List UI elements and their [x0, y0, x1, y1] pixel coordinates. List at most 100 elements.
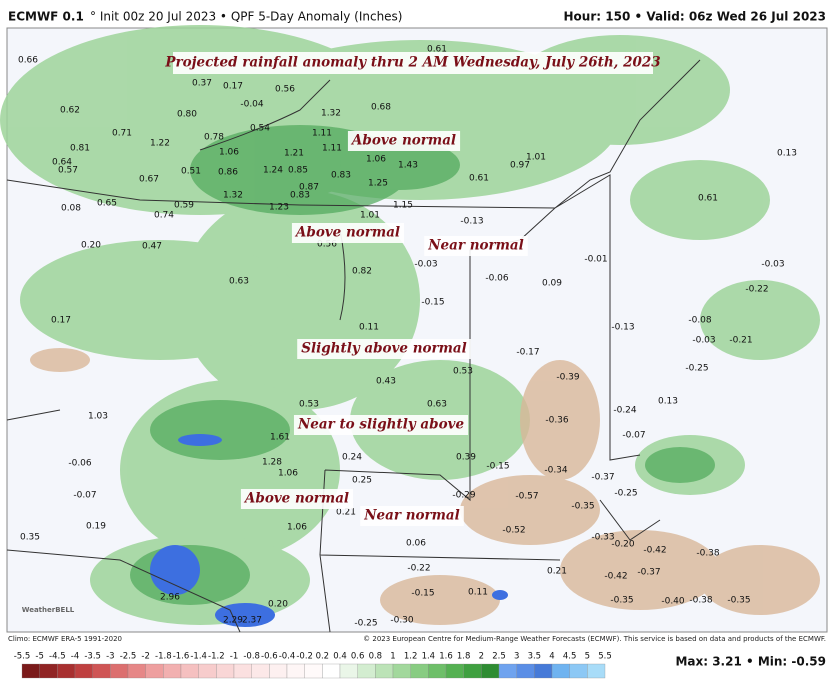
map-value: -0.33	[591, 533, 614, 543]
map-value: -0.25	[614, 489, 637, 499]
map-value: 1.11	[312, 129, 332, 139]
colorbar-label: -0.2	[296, 652, 313, 662]
colorbar-label: 0.4	[333, 652, 347, 662]
header-details: ° Init 00z 20 Jul 2023 • QPF 5-Day Anoma…	[90, 10, 403, 24]
colorbar-swatch	[216, 663, 235, 679]
map-value: -0.22	[745, 285, 768, 295]
colorbar-swatch	[39, 663, 58, 679]
map-value: 1.24	[263, 166, 283, 176]
map-value: 0.11	[359, 323, 379, 333]
map-value: 0.61	[469, 174, 489, 184]
map-value: 0.68	[371, 103, 391, 113]
map-value: -0.42	[604, 572, 627, 582]
colorbar-label: -0.8	[243, 652, 260, 662]
colorbar-label: 4.5	[563, 652, 577, 662]
map-value: 0.74	[154, 211, 174, 221]
colorbar-swatch	[198, 663, 217, 679]
map-value: 1.06	[278, 469, 298, 479]
colorbar-swatch	[481, 663, 500, 679]
map-value: 0.86	[218, 168, 238, 178]
colorbar-swatch	[21, 663, 40, 679]
colorbar-label: 5.5	[598, 652, 612, 662]
colorbar-swatch	[587, 663, 606, 679]
annotation: Near normal	[427, 238, 524, 254]
map-value: -0.37	[637, 568, 660, 578]
map-value: 0.82	[352, 267, 372, 277]
colorbar-label: 2.5	[492, 652, 506, 662]
map-value: -0.21	[729, 336, 752, 346]
annotation: Slightly above normal	[301, 341, 467, 357]
map-value: -0.17	[516, 348, 539, 358]
colorbar-label: 0.2	[316, 652, 330, 662]
map-value: -0.39	[556, 373, 580, 383]
map-value: 0.66	[18, 56, 38, 66]
map-values: 0.66 0.37 0.17 -0.04 0.56 0.62 0.80 0.71 0.54 1.3…	[18, 45, 797, 629]
map-value: 0.97	[510, 161, 530, 171]
map-value: 0.87	[299, 183, 319, 193]
map-value: 1.01	[526, 153, 546, 163]
map-value: -0.25	[354, 619, 377, 629]
map-value: 0.53	[453, 367, 473, 377]
map-value: 0.56	[275, 85, 295, 95]
colorbar-label: -1	[230, 652, 238, 662]
colorbar-label: 4	[549, 652, 554, 662]
map-value: 1.15	[393, 201, 413, 211]
map-value: 0.81	[70, 144, 90, 154]
map-value: 2.37	[242, 616, 262, 626]
map-value: -0.35	[571, 502, 594, 512]
map-value: -0.03	[414, 260, 437, 270]
climo: Climo: ECMWF ERA-5 1991-2020	[8, 635, 122, 643]
map-value: 1.32	[223, 191, 243, 201]
map-value: -0.15	[421, 298, 444, 308]
map-value: 0.43	[376, 377, 396, 387]
map-value: 0.13	[777, 149, 797, 159]
colorbar-swatch	[339, 663, 358, 679]
annotation-box	[291, 223, 405, 243]
map-value: -0.08	[688, 316, 712, 326]
colorbar-label: -4.5	[49, 652, 66, 662]
map-value: 0.24	[342, 453, 362, 463]
colorbar-swatch	[410, 663, 429, 679]
colorbar-label: -1.2	[208, 652, 225, 662]
colorbar-label: 3.5	[528, 652, 542, 662]
colorbar-swatch	[304, 663, 323, 679]
map-value: 1.21	[284, 149, 304, 159]
map-value: -0.38	[689, 596, 713, 606]
map-value: -0.24	[613, 406, 637, 416]
colorbar-label: 2	[479, 652, 484, 662]
annotation-box	[347, 131, 461, 151]
map-value: 2.96	[160, 593, 180, 603]
colorbar-swatch	[569, 663, 588, 679]
model-name: ECMWF 0.1	[8, 10, 84, 24]
map-value: 1.28	[262, 458, 282, 468]
copyright: © 2023 European Centre for Medium-Range …	[363, 635, 826, 643]
colorbar-swatch	[92, 663, 111, 679]
map-value: -0.29	[452, 491, 476, 501]
colorbar-label: 1.2	[404, 652, 418, 662]
title-box	[173, 52, 653, 74]
map-value: -0.03	[761, 260, 784, 270]
map-value: -0.06	[485, 274, 509, 284]
annotation: Near to slightly above	[297, 417, 464, 433]
colorbar-swatch	[286, 663, 305, 679]
colorbar-label: -3	[106, 652, 114, 662]
map-value: -0.52	[502, 526, 525, 536]
map-value: 1.06	[219, 148, 239, 158]
colorbar-swatch	[463, 663, 482, 679]
colorbar-swatch	[74, 663, 93, 679]
colorbar-swatch	[428, 663, 447, 679]
map-value: -0.57	[515, 492, 538, 502]
map-value: -0.35	[610, 596, 633, 606]
map-value: 0.67	[139, 175, 159, 185]
annotation: Above normal	[243, 491, 349, 507]
map-value: 0.19	[86, 522, 106, 532]
map-value: 0.54	[250, 124, 270, 134]
map-value: 0.64	[52, 158, 72, 168]
map-value: -0.15	[411, 589, 434, 599]
colorbar-swatch	[322, 663, 341, 679]
map-value: -0.34	[544, 466, 568, 476]
map-value: 1.01	[360, 211, 380, 221]
stats: Max: 3.21 • Min: -0.59	[675, 655, 826, 669]
map-value: 1.06	[366, 155, 386, 165]
colorbar-swatch	[498, 663, 517, 679]
